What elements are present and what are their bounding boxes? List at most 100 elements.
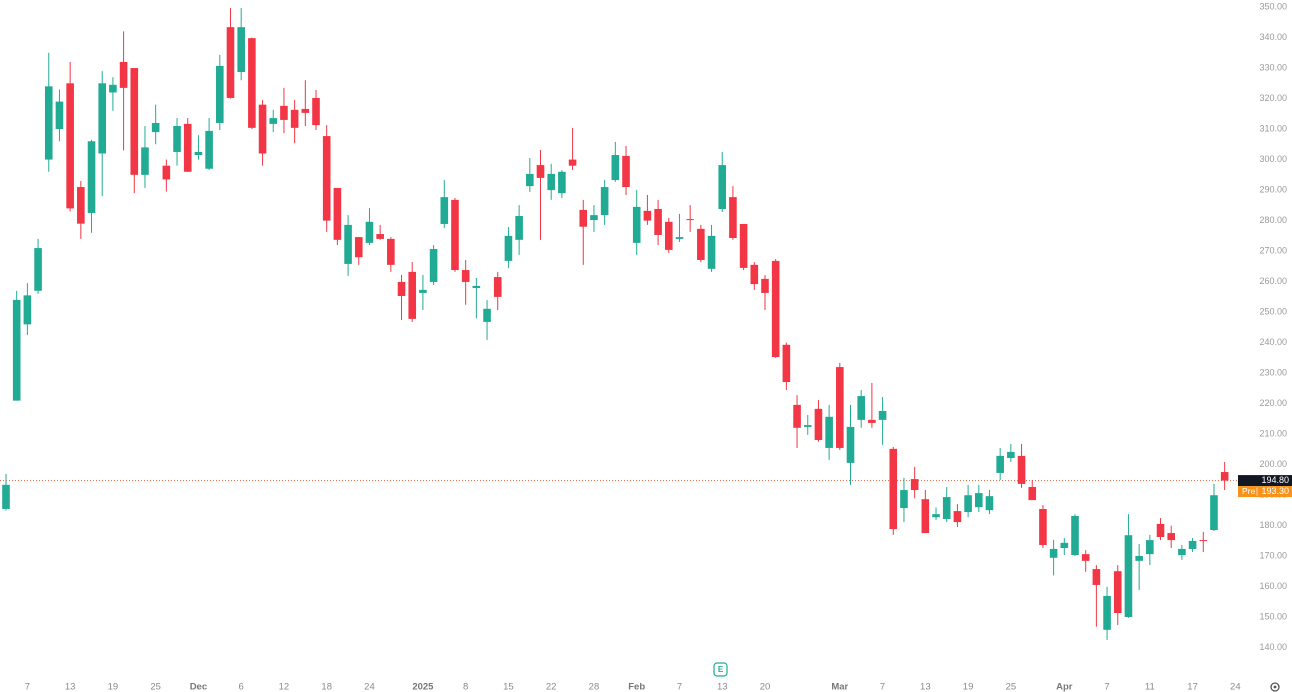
candle-body bbox=[718, 165, 727, 210]
candle-body bbox=[365, 221, 374, 243]
candle-body bbox=[782, 344, 791, 383]
y-tick-label: 240.00 bbox=[1259, 337, 1287, 347]
candle-body bbox=[2, 484, 10, 509]
y-tick-label: 290.00 bbox=[1259, 184, 1287, 194]
x-tick-label: Feb bbox=[628, 682, 645, 692]
candle-body bbox=[868, 419, 876, 423]
candle-body bbox=[280, 105, 288, 120]
candle-body bbox=[910, 479, 919, 491]
candle-body bbox=[151, 122, 160, 133]
x-tick-label: 19 bbox=[963, 682, 974, 692]
candles bbox=[2, 7, 1229, 640]
y-tick-label: 170.00 bbox=[1259, 551, 1287, 561]
x-tick-label: 17 bbox=[1187, 682, 1198, 692]
candle-body bbox=[964, 495, 972, 513]
candle-body bbox=[974, 493, 983, 508]
y-tick-label: 210.00 bbox=[1259, 429, 1287, 439]
gear-inner bbox=[1273, 685, 1277, 689]
candle-body bbox=[429, 248, 438, 282]
candle-body bbox=[1167, 533, 1176, 541]
candle-body bbox=[878, 411, 887, 420]
candle-body bbox=[1220, 472, 1229, 481]
y-tick-label: 140.00 bbox=[1259, 642, 1287, 652]
x-tick-label: 18 bbox=[321, 682, 332, 692]
x-tick-label: 2025 bbox=[412, 682, 434, 692]
candle-body bbox=[1081, 554, 1090, 561]
candle-body bbox=[194, 151, 203, 156]
earnings-marker[interactable]: E bbox=[713, 662, 728, 677]
x-tick-label: Mar bbox=[831, 682, 848, 692]
candle-body bbox=[119, 61, 128, 88]
y-tick-label: 270.00 bbox=[1259, 245, 1287, 255]
candle-body bbox=[654, 209, 662, 235]
candle-body bbox=[98, 83, 107, 154]
candle-body bbox=[23, 295, 32, 325]
candle-body bbox=[1113, 571, 1122, 614]
candle-body bbox=[205, 130, 213, 169]
candle-body bbox=[322, 136, 331, 221]
candle-body bbox=[248, 38, 256, 128]
y-tick-label: 250.00 bbox=[1259, 307, 1287, 317]
candle-body bbox=[761, 278, 769, 293]
candle-body bbox=[183, 123, 192, 172]
y-tick-label: 320.00 bbox=[1259, 93, 1287, 103]
candle-body bbox=[1017, 455, 1026, 484]
candle-body bbox=[1156, 523, 1165, 538]
candle-body bbox=[836, 367, 844, 448]
y-tick-label: 180.00 bbox=[1259, 520, 1287, 530]
candle-body bbox=[1103, 595, 1111, 630]
y-tick-label: 220.00 bbox=[1259, 398, 1287, 408]
candle-body bbox=[996, 455, 1004, 473]
candle-body bbox=[697, 228, 705, 260]
y-tick-label: 200.00 bbox=[1259, 459, 1287, 469]
candle-body bbox=[1178, 548, 1186, 556]
candle-body bbox=[483, 308, 491, 322]
candle-body bbox=[397, 281, 406, 296]
x-tick-label: 24 bbox=[1230, 682, 1241, 692]
x-tick-label: 13 bbox=[920, 682, 931, 692]
candle-body bbox=[900, 490, 908, 509]
candle-body bbox=[632, 206, 641, 243]
candle-body bbox=[12, 299, 21, 401]
x-tick-label: 25 bbox=[150, 682, 161, 692]
candle-body bbox=[643, 210, 652, 221]
candle-body bbox=[590, 215, 598, 220]
candle-body bbox=[600, 187, 609, 216]
candle-body bbox=[771, 260, 780, 358]
settings-icon[interactable] bbox=[1270, 682, 1280, 692]
candle-body bbox=[472, 285, 481, 289]
pre-market-tag bbox=[1238, 486, 1292, 498]
candle-body bbox=[953, 511, 962, 523]
x-tick-label: 13 bbox=[717, 682, 728, 692]
candle-body bbox=[130, 68, 139, 175]
candle-body bbox=[493, 277, 502, 297]
candle-body bbox=[515, 216, 523, 240]
earnings-label: E bbox=[718, 665, 724, 674]
candle-body bbox=[846, 426, 855, 463]
candle-body bbox=[1039, 508, 1047, 545]
gear-outer bbox=[1270, 682, 1280, 692]
y-tick-label: 350.00 bbox=[1259, 1, 1287, 11]
candle-body bbox=[675, 237, 684, 239]
y-tick-label: 330.00 bbox=[1259, 62, 1287, 72]
candle-body bbox=[707, 235, 716, 269]
candle-body bbox=[558, 171, 566, 194]
candle-body bbox=[354, 237, 363, 258]
candle-body bbox=[932, 514, 940, 518]
candle-body bbox=[77, 187, 85, 224]
x-tick-label: 19 bbox=[108, 682, 119, 692]
candle-body bbox=[216, 65, 224, 123]
y-tick-label: 260.00 bbox=[1259, 276, 1287, 286]
candle-body bbox=[44, 86, 53, 160]
candle-body bbox=[1124, 535, 1133, 617]
candle-body bbox=[55, 101, 64, 130]
candle-body bbox=[1199, 540, 1208, 542]
candle-body bbox=[34, 248, 42, 291]
candle-body bbox=[622, 155, 630, 188]
candle-body bbox=[290, 109, 299, 128]
x-tick-label: 7 bbox=[25, 682, 30, 692]
candle-body bbox=[66, 83, 74, 209]
candle-body bbox=[526, 173, 534, 187]
